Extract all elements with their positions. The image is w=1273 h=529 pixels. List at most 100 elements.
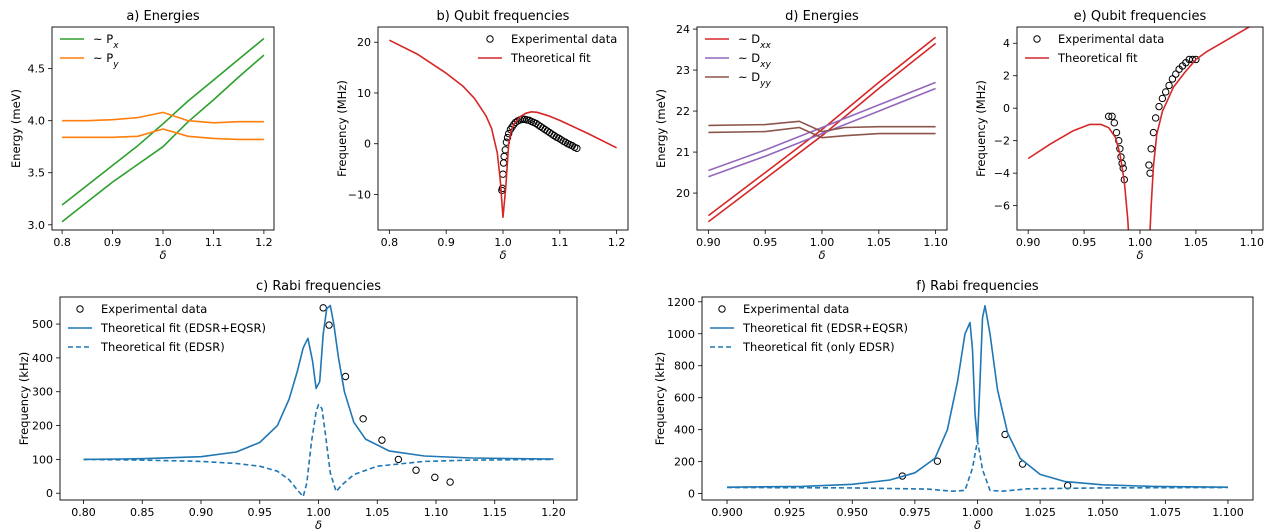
chart-title: f) Rabi frequencies bbox=[916, 279, 1039, 294]
x-axis-label: δ bbox=[315, 518, 322, 529]
series-line bbox=[708, 120, 936, 133]
series-line bbox=[389, 39, 617, 219]
y-tick-label: 1200 bbox=[667, 296, 695, 309]
data-point bbox=[412, 466, 420, 474]
y-tick-label: 600 bbox=[674, 392, 695, 405]
x-tick-label: 0.900 bbox=[711, 506, 743, 519]
legend-subscript: y bbox=[112, 60, 119, 70]
data-point bbox=[503, 133, 512, 142]
x-tick-label: 1.0 bbox=[494, 236, 512, 249]
x-tick-label: 0.90 bbox=[189, 506, 214, 519]
plot-area bbox=[707, 36, 937, 223]
x-tick-label: 0.85 bbox=[130, 506, 155, 519]
plot-frame bbox=[59, 296, 578, 501]
series-line bbox=[62, 111, 264, 124]
y-tick-label: 200 bbox=[32, 420, 53, 433]
y-tick-label: 3.0 bbox=[28, 219, 46, 232]
x-tick-label: 1.0 bbox=[154, 236, 172, 249]
chart-title: d) Energies bbox=[785, 9, 859, 24]
y-tick-label: 4.0 bbox=[28, 115, 46, 128]
legend-label: Experimental data bbox=[101, 302, 207, 316]
y-axis-label: Energy (meV) bbox=[9, 89, 23, 168]
series-line bbox=[707, 42, 937, 223]
chart-title: e) Qubit frequencies bbox=[1074, 9, 1207, 24]
data-point bbox=[1162, 88, 1170, 96]
y-tick-label: 200 bbox=[674, 456, 695, 469]
series-line bbox=[61, 54, 265, 223]
legend-label: Theoretical fit bbox=[510, 51, 591, 65]
y-tick-label: −4 bbox=[994, 167, 1010, 180]
data-point bbox=[394, 455, 403, 464]
x-tick-label: 1.075 bbox=[1150, 506, 1182, 519]
y-tick-label: 2 bbox=[1003, 70, 1010, 83]
legend-label: Theoretical fit bbox=[1057, 51, 1138, 65]
data-point bbox=[378, 436, 386, 444]
x-axis-label: δ bbox=[1136, 248, 1143, 262]
x-tick-label: 0.95 bbox=[1072, 236, 1097, 249]
plot-frame bbox=[51, 26, 275, 231]
x-axis-label: δ bbox=[974, 518, 981, 529]
data-point bbox=[446, 478, 454, 486]
x-tick-label: 1.10 bbox=[424, 506, 449, 519]
x-axis-label: δ bbox=[159, 248, 166, 262]
y-tick-label: 0 bbox=[46, 487, 53, 500]
x-tick-label: 1.20 bbox=[541, 506, 566, 519]
x-tick-label: 0.90 bbox=[1016, 236, 1041, 249]
x-tick-label: 0.9 bbox=[437, 236, 455, 249]
x-tick-label: 1.15 bbox=[483, 506, 508, 519]
y-tick-label: 300 bbox=[32, 386, 53, 399]
y-axis-label: Frequency (MHz) bbox=[335, 80, 349, 177]
y-tick-label: −6 bbox=[994, 200, 1010, 213]
y-axis-label: Frequency (kHz) bbox=[653, 352, 667, 445]
x-tick-label: 0.950 bbox=[837, 506, 869, 519]
data-point bbox=[1151, 114, 1160, 122]
data-point bbox=[1147, 145, 1155, 153]
y-tick-label: 20 bbox=[357, 36, 371, 49]
chart-panel-f: f) Rabi frequencies 0.900 0.925 0.950 0.975 1… bbox=[653, 279, 1254, 529]
chart-panel-a: a) Energies 0.8 0.9 1.0 1.1 1.2 3.0 3.5 4.0 4.5 δ E… bbox=[9, 9, 275, 262]
x-tick-label: 1.05 bbox=[1184, 236, 1209, 249]
series-line bbox=[1027, 123, 1130, 230]
y-axis-label: Frequency (MHz) bbox=[974, 80, 988, 177]
y-tick-label: 400 bbox=[32, 352, 53, 365]
x-tick-label: 0.95 bbox=[248, 506, 273, 519]
x-tick-label: 0.80 bbox=[71, 506, 96, 519]
chart-panel-d: d) Energies 0.90 0.95 1.00 1.05 1.10 20 21 22 23 2… bbox=[654, 9, 948, 262]
legend-label: Theoretical fit (EDSR) bbox=[100, 340, 225, 354]
x-tick-label: 0.8 bbox=[381, 236, 399, 249]
legend-marker bbox=[486, 35, 494, 43]
series-line bbox=[61, 37, 265, 206]
data-point bbox=[325, 321, 333, 329]
x-tick-label: 1.1 bbox=[551, 236, 569, 249]
data-point bbox=[499, 170, 507, 178]
series-line bbox=[62, 128, 264, 141]
data-point bbox=[341, 372, 350, 381]
x-tick-label: 1.2 bbox=[255, 236, 273, 249]
x-tick-label: 0.8 bbox=[53, 236, 71, 249]
data-point bbox=[1110, 119, 1118, 127]
data-point bbox=[1155, 102, 1163, 111]
y-tick-label: 0 bbox=[364, 138, 371, 151]
x-tick-label: 0.925 bbox=[774, 506, 806, 519]
x-tick-label: 1.00 bbox=[810, 236, 835, 249]
data-point bbox=[1112, 128, 1121, 137]
plot-frame bbox=[1016, 26, 1264, 231]
y-tick-label: 1000 bbox=[667, 328, 695, 341]
legend-marker bbox=[1033, 35, 1041, 43]
series-line bbox=[83, 304, 554, 461]
legend-marker bbox=[76, 305, 84, 313]
series-line bbox=[707, 36, 937, 217]
data-point bbox=[573, 144, 581, 152]
data-point bbox=[504, 129, 513, 138]
data-point bbox=[1149, 128, 1158, 137]
plot-area bbox=[389, 39, 617, 219]
x-tick-label: 1.000 bbox=[962, 506, 994, 519]
data-point bbox=[319, 304, 327, 312]
x-tick-label: 1.00 bbox=[306, 506, 331, 519]
x-tick-label: 1.05 bbox=[365, 506, 390, 519]
y-tick-label: 23 bbox=[676, 64, 690, 77]
y-tick-label: −2 bbox=[994, 135, 1010, 148]
x-tick-label: 0.90 bbox=[696, 236, 721, 249]
legend-label: Theoretical fit (EDSR+EQSR) bbox=[742, 321, 908, 335]
